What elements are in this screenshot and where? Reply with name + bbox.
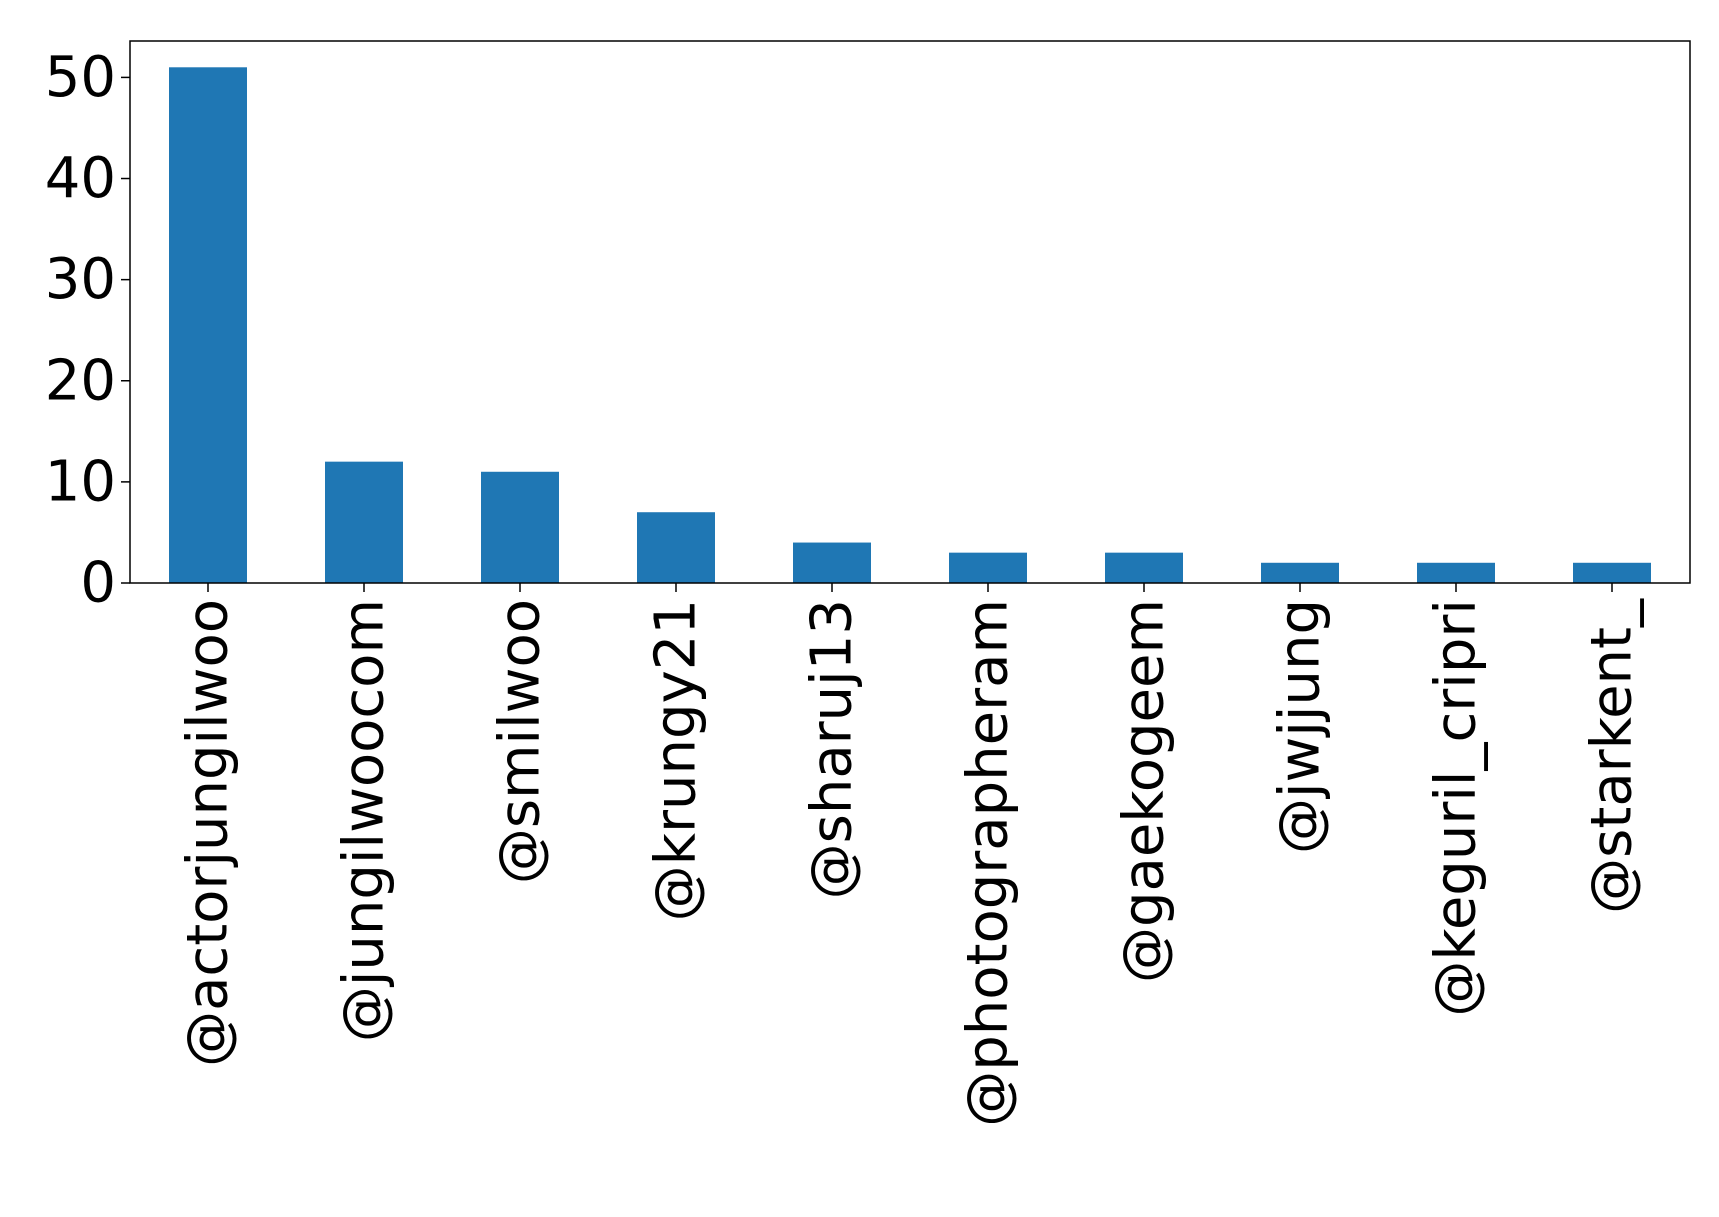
- bar-keguril-cripri: [1417, 562, 1495, 583]
- y-tick-label: 50: [45, 45, 116, 110]
- x-tick-label: @keguril_cripri: [1424, 599, 1489, 1017]
- x-tick-label: @jungilwoocom: [332, 599, 397, 1042]
- x-axis: @actorjungilwoo @jungilwoocom @smilwoo @kru…: [176, 583, 1645, 1127]
- x-tick-label: @starkent_: [1580, 598, 1645, 914]
- bar-actorjungilwoo: [169, 67, 247, 584]
- x-tick-label: @actorjungilwoo: [176, 599, 241, 1067]
- y-tick-label: 30: [45, 247, 116, 312]
- y-tick-label: 10: [45, 449, 116, 514]
- x-tick-label: @photographeram: [956, 599, 1021, 1127]
- bar-krungy21: [637, 512, 715, 583]
- x-tick-label: @krungy21: [644, 599, 709, 921]
- x-tick-label: @sharuj13: [800, 599, 865, 899]
- y-tick-label: 40: [45, 146, 116, 211]
- bar-sharuj13: [793, 542, 871, 583]
- bar-jungilwoocom: [325, 461, 403, 583]
- x-tick-label: @gaekogeem: [1112, 599, 1177, 983]
- bar-jwjjung: [1261, 562, 1339, 583]
- y-tick-label: 0: [80, 551, 116, 616]
- y-axis: 0 10 20 30 40 50: [45, 45, 130, 616]
- bars-layer: [169, 67, 1651, 584]
- bar-photographeram: [949, 552, 1027, 583]
- bar-smilwoo: [481, 471, 559, 583]
- x-tick-label: @smilwoo: [488, 599, 553, 884]
- x-tick-label: @jwjjung: [1268, 599, 1333, 854]
- bar-starkent: [1573, 562, 1651, 583]
- plot-frame: [129, 40, 1691, 584]
- y-tick-label: 20: [45, 348, 116, 413]
- bar-gaekogeem: [1105, 552, 1183, 583]
